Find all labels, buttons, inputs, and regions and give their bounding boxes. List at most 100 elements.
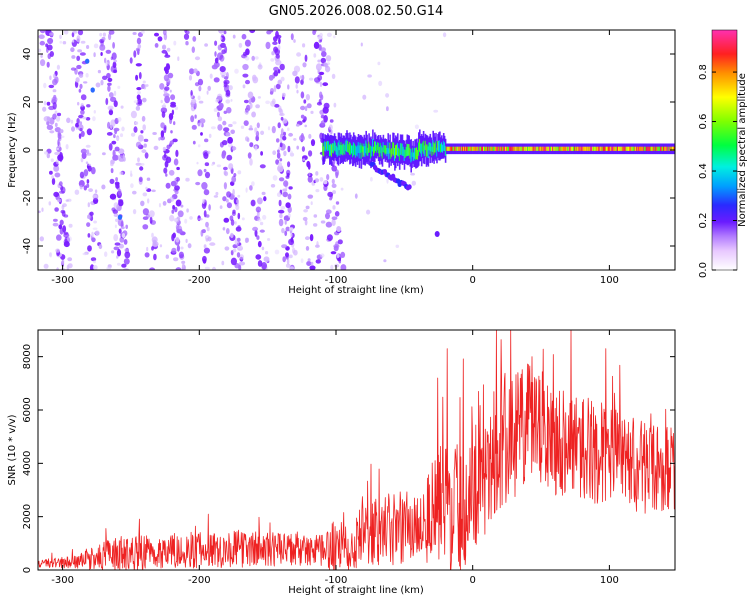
heatmap-cell (651, 146, 654, 151)
heatmap-cell (335, 201, 340, 205)
heatmap-cell (663, 146, 666, 151)
heatmap-cell (272, 175, 278, 181)
heatmap-cell (595, 146, 597, 151)
heatmap-cell (90, 87, 95, 93)
heatmap-cell (412, 147, 414, 157)
heatmap-cell (342, 143, 344, 156)
heatmap-cell (219, 205, 223, 210)
heatmap-cell (528, 146, 530, 151)
heatmap-cell (336, 147, 339, 157)
heatmap-cell (160, 122, 165, 129)
heatmap-cell (226, 107, 232, 114)
heatmap-cell (531, 146, 534, 151)
heatmap-cell (72, 30, 78, 34)
heatmap-cell (485, 146, 487, 151)
heatmap-cell (133, 100, 139, 104)
heatmap-cell (145, 84, 149, 87)
heatmap-cell (165, 182, 171, 189)
heatmap-cell (116, 137, 120, 141)
heatmap-cell (119, 133, 124, 138)
heatmap-cell (441, 142, 443, 152)
heatmap-cell (247, 152, 252, 159)
heatmap-cell (95, 82, 101, 88)
heatmap-cell (581, 146, 584, 151)
heatmap-cell (294, 76, 300, 84)
heatmap-cell (340, 187, 344, 191)
heatmap-cell (254, 56, 259, 60)
heatmap-cell (202, 198, 205, 205)
heatmap-cell (108, 92, 114, 98)
heatmap-cell (323, 102, 330, 109)
heatmap-cell (132, 209, 137, 215)
heatmap-cell (252, 74, 257, 82)
heatmap-cell (385, 93, 390, 98)
heatmap-cell (44, 151, 48, 155)
heatmap-cell (469, 146, 472, 151)
heatmap-cell (495, 146, 498, 151)
heatmap-xlabel: Height of straight line (km) (288, 285, 424, 296)
heatmap-cell (592, 146, 594, 151)
heatmap-cell (269, 30, 274, 33)
heatmap-cell (340, 251, 346, 258)
heatmap-cell (175, 267, 182, 270)
heatmap-cell (83, 169, 89, 177)
heatmap-cell (102, 75, 108, 81)
heatmap-cell (171, 247, 177, 254)
heatmap-cell (340, 142, 343, 155)
heatmap-cell (492, 146, 495, 151)
heatmap-cell (350, 143, 352, 155)
heatmap-cell (360, 42, 363, 47)
heatmap-cell (406, 143, 409, 156)
heatmap-cell (537, 146, 540, 151)
heatmap-cell (49, 252, 52, 257)
heatmap-cell (51, 177, 56, 185)
heatmap-cell (52, 222, 59, 227)
heatmap-cell (325, 55, 332, 62)
heatmap-cell (273, 85, 277, 93)
heatmap-cell (76, 35, 81, 43)
heatmap-cell (109, 178, 115, 184)
heatmap-cell (288, 186, 293, 190)
heatmap-cell (162, 201, 167, 206)
heatmap-cell (408, 144, 410, 156)
heatmap-cell (135, 105, 141, 111)
heatmap-cell (107, 85, 111, 92)
heatmap-cell (534, 146, 537, 151)
heatmap-cell (644, 146, 647, 151)
heatmap-cell (223, 30, 227, 35)
heatmap-cell (289, 150, 293, 156)
heatmap-cell (117, 214, 123, 220)
heatmap-cell (262, 214, 267, 220)
heatmap-cell (466, 146, 469, 151)
heatmap-cell (645, 146, 648, 151)
heatmap-cell (231, 175, 237, 183)
heatmap-cell (323, 146, 325, 157)
heatmap-cell (358, 145, 361, 159)
heatmap-cell (78, 114, 84, 119)
heatmap-cell (238, 246, 243, 249)
heatmap-cell (46, 61, 50, 68)
heatmap-cell (227, 136, 234, 144)
heatmap-cell (174, 106, 179, 111)
y-tick-label: -40 (22, 238, 33, 254)
heatmap-cell (206, 90, 209, 95)
heatmap-cell (334, 142, 337, 152)
heatmap-cell (87, 202, 91, 208)
heatmap-cell (177, 56, 180, 61)
y-tick-label: 4000 (22, 451, 33, 476)
heatmap-cell (39, 30, 46, 34)
heatmap-cell (108, 30, 115, 35)
heatmap-cell (236, 252, 241, 258)
heatmap-cell (192, 36, 197, 42)
heatmap-cell (604, 146, 607, 151)
heatmap-cell (178, 251, 184, 259)
heatmap-cell (141, 30, 145, 34)
heatmap-cell (286, 169, 291, 176)
heatmap-cell (527, 146, 529, 151)
heatmap-cell (392, 141, 394, 155)
heatmap-cell (232, 209, 236, 214)
heatmap-cell (91, 231, 94, 237)
heatmap-cell (673, 146, 675, 151)
heatmap-cell (181, 263, 185, 268)
heatmap-cell (284, 230, 288, 237)
